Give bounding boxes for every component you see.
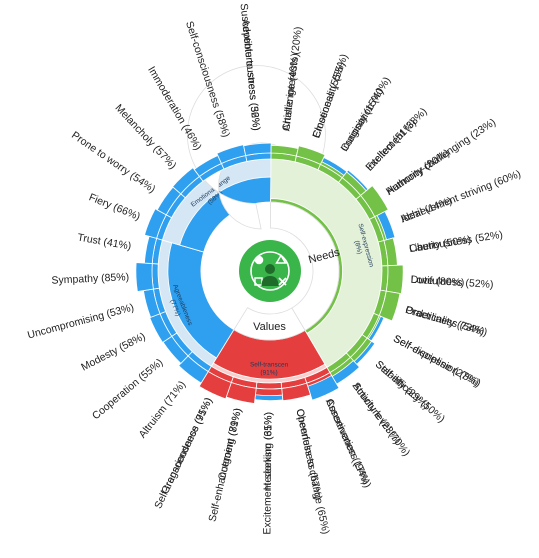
group-segment-needs[interactable] (269, 201, 340, 331)
facet-label-ideal-14: Ideal (14%) (399, 195, 453, 226)
facet-label-dutifulness-52: Dutifulness (52%) (410, 274, 493, 291)
group-segment-values[interactable] (233, 307, 306, 341)
facet-label-openness-to-change-65: Openness to change (65%) (293, 408, 331, 536)
facet-bar-self-transcendence-91[interactable] (198, 371, 232, 400)
facet-bar-hedonism-35[interactable] (254, 387, 283, 397)
facet-label-fiery-66: Fiery (66%) (87, 191, 142, 223)
facet-label-practicality-73: Practicality (73%) (404, 304, 486, 338)
facet-label-stability-29: Stability (29%) (373, 358, 432, 411)
facet-label-curiosity-15: Curiosity (15%) (338, 86, 386, 153)
rings-layer: Openness(37%)Conscientiousness(37%)Extra… (157, 65, 383, 384)
facet-bar-love-80[interactable] (385, 264, 404, 295)
facet-label-liberty-50: Liberty (50%) (408, 234, 472, 255)
facet-label-altruism-71: Altruism (71%) (137, 379, 189, 441)
facet-label-trust-41: Trust (41%) (76, 232, 132, 253)
facet-label-excitement-seeking-61: Excitement-seeking (61%) (261, 412, 274, 535)
facet-label-hedonism-35: Hedonism (35%) (262, 412, 275, 490)
facet-label-harmony-80: Harmony (80%) (384, 147, 452, 198)
facet-bar-sympathy-85[interactable] (135, 262, 154, 292)
center-icon (239, 240, 301, 302)
facet-label-modesty-58: Modesty (58%) (79, 330, 147, 373)
facet-label-love-80: Love (80%) (410, 274, 464, 289)
facet-label-self-enhancement-81: Self-enhancement (81%) (207, 407, 245, 523)
facet-label-conservation-17: Conservation (17%) (323, 397, 372, 487)
facet-label-structure-23: Structure (23%) (350, 380, 404, 446)
trait-label-self-transcen: Self-transcen (91%) (250, 361, 289, 376)
facet-bars-layer (135, 142, 404, 404)
group-label-values: Values (253, 321, 286, 333)
facet-label-uncompromising-53: Uncompromising (53%) (26, 301, 135, 341)
facet-label-sympathy-85: Sympathy (85%) (51, 271, 129, 287)
facet-base (255, 381, 283, 390)
